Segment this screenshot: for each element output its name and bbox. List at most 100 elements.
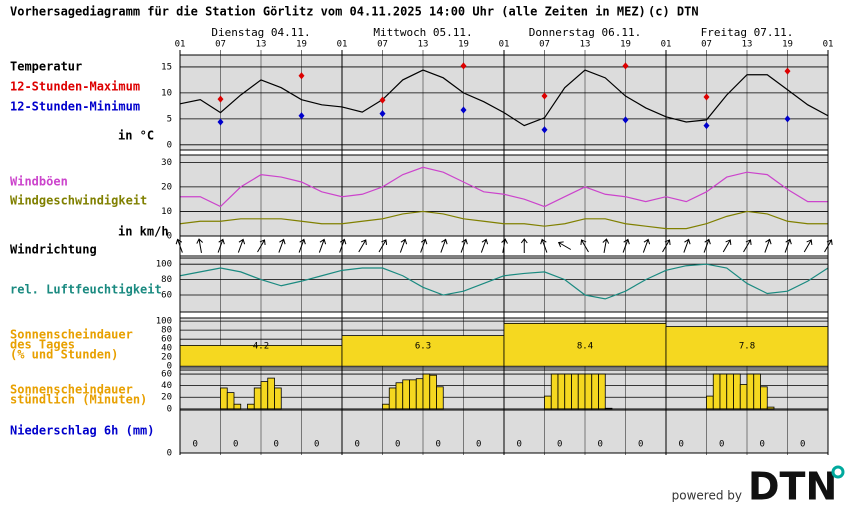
panel-border — [179, 257, 829, 313]
wind-arrow — [703, 238, 711, 253]
y-tick-label: 30 — [161, 158, 172, 168]
marker — [703, 93, 710, 101]
data-label: 0 — [800, 440, 805, 450]
bar-label: 4.2 — [253, 342, 269, 352]
marker — [784, 67, 791, 75]
wind-arrow — [480, 238, 489, 253]
wind-arrow — [501, 238, 508, 253]
panel-border — [179, 235, 829, 257]
bar — [753, 373, 761, 410]
wind-arrow — [257, 239, 266, 253]
bar — [571, 373, 579, 410]
wind-arrow — [237, 238, 246, 253]
y-tick-label: 60 — [161, 370, 172, 380]
bar — [395, 382, 404, 410]
unit-label: in km/h — [118, 225, 169, 239]
bar-label: 7.8 — [739, 342, 755, 352]
wind-arrow — [557, 241, 572, 250]
bar — [226, 392, 235, 410]
marker — [460, 106, 467, 114]
y-tick-label: 80 — [161, 326, 172, 336]
marker — [460, 62, 467, 70]
data-label: 0 — [233, 440, 238, 450]
y-tick-label: 100 — [156, 317, 172, 327]
series-line — [179, 69, 829, 127]
wind-arrow — [298, 238, 306, 253]
panel-label: Niederschlag 6h (mm) — [10, 424, 155, 438]
title: Vorhersagediagramm für die Station Görli… — [10, 5, 646, 19]
bar — [726, 373, 734, 410]
wind-arrow — [440, 238, 448, 253]
x-tick-label: 01 — [175, 40, 186, 50]
wind-arrow — [683, 238, 691, 253]
copyright: (c) DTN — [648, 5, 699, 19]
bar — [422, 373, 431, 410]
day-label: Freitag 07.11. — [701, 26, 794, 39]
x-tick-label: 01 — [499, 40, 510, 50]
wind-arrow — [803, 239, 813, 253]
x-tick-label: 13 — [256, 40, 267, 50]
data-label: 0 — [557, 440, 562, 450]
y-tick-label: 0 — [167, 404, 172, 414]
x-tick-label: 13 — [742, 40, 753, 50]
wind-arrow — [196, 238, 204, 253]
bar — [557, 373, 566, 410]
marker — [217, 95, 224, 103]
y-tick-label: 0 — [167, 362, 172, 372]
y-tick-label: 100 — [156, 260, 172, 270]
y-tick-label: 10 — [161, 88, 172, 98]
marker — [622, 62, 629, 70]
marker — [622, 116, 629, 124]
x-tick-label: 19 — [458, 40, 469, 50]
wind-arrow — [520, 238, 528, 253]
bar — [604, 407, 613, 410]
bar — [584, 373, 593, 410]
bar — [247, 403, 255, 410]
wind-arrow — [580, 239, 589, 253]
bar — [564, 373, 572, 410]
bar — [665, 326, 829, 367]
x-tick-label: 19 — [620, 40, 631, 50]
x-tick-label: 07 — [539, 40, 550, 50]
y-tick-label: 5 — [167, 114, 172, 124]
data-label: 0 — [760, 440, 765, 450]
bar — [503, 323, 667, 367]
data-label: 0 — [476, 440, 481, 450]
marker — [703, 122, 710, 130]
bar — [253, 387, 262, 410]
data-label: 0 — [638, 440, 643, 450]
x-tick-label: 07 — [701, 40, 712, 50]
panel-label: des Tages — [10, 338, 75, 352]
y-tick-label: 40 — [161, 344, 172, 354]
data-label: 0 — [193, 440, 198, 450]
y-tick-label: 20 — [161, 182, 172, 192]
marker — [298, 72, 305, 80]
bar — [577, 373, 586, 410]
bar — [409, 379, 417, 410]
wind-arrow — [764, 238, 772, 253]
marker — [379, 96, 386, 104]
bar — [706, 395, 714, 410]
x-tick-label: 07 — [215, 40, 226, 50]
bar — [746, 373, 755, 410]
bar — [598, 373, 606, 410]
data-label: 0 — [436, 440, 441, 450]
bar — [436, 386, 444, 410]
wind-arrow — [217, 238, 225, 253]
y-tick-label: 15 — [161, 62, 172, 72]
marker — [541, 92, 548, 100]
bar — [220, 387, 228, 410]
marker — [541, 126, 548, 134]
legend-label: rel. Luftfeuchtigkeit — [10, 283, 162, 297]
legend-label: 12-Stunden-Maximum — [10, 80, 140, 94]
y-tick-label: 80 — [161, 275, 172, 285]
legend-label: 12-Stunden-Minimum — [10, 100, 140, 114]
legend-label: Windböen — [10, 175, 68, 189]
logo-dot — [831, 465, 845, 479]
bar — [388, 387, 397, 410]
wind-arrow — [358, 239, 367, 253]
series-line — [179, 263, 829, 300]
panel-label: stündlich (Minuten) — [10, 393, 147, 407]
